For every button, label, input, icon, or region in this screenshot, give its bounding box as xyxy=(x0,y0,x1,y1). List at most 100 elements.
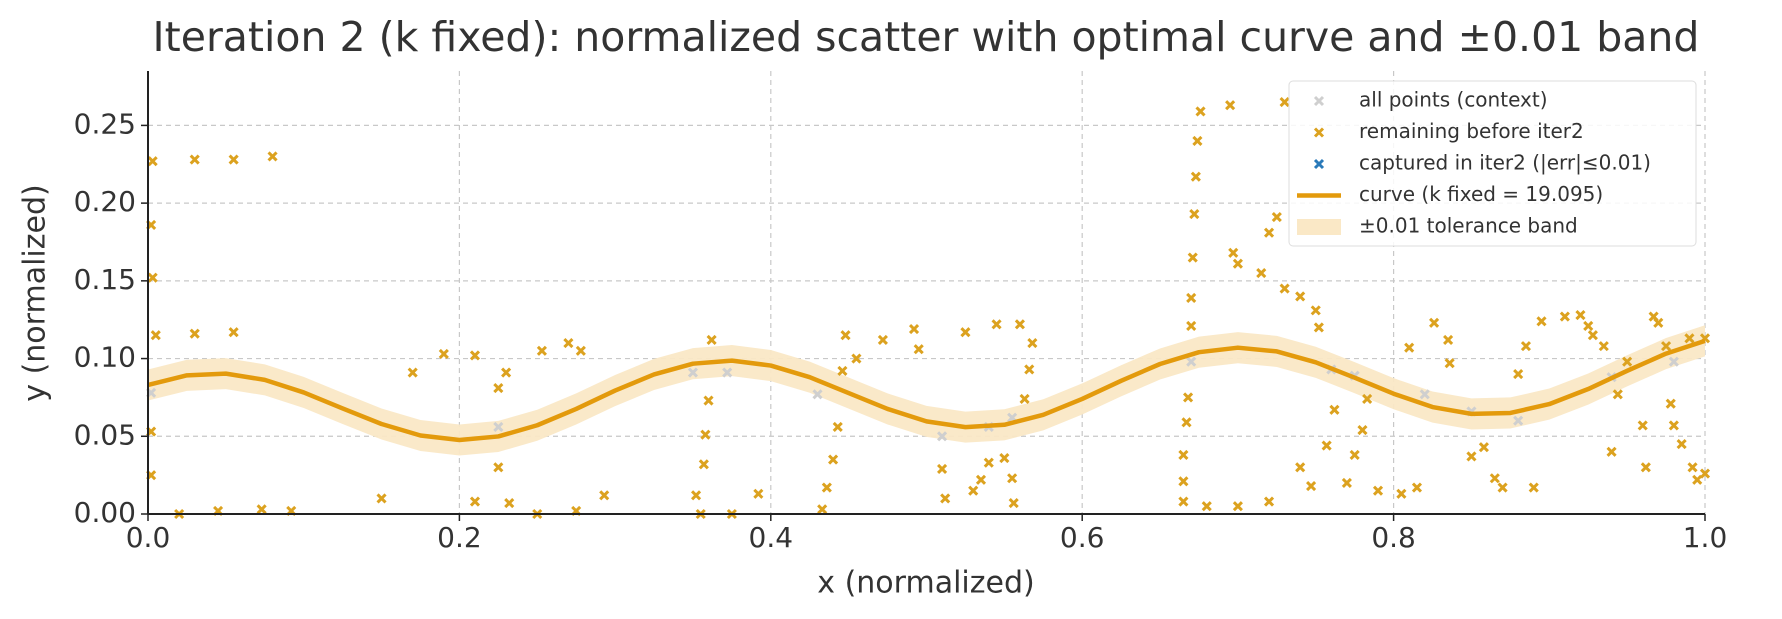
scatter-point xyxy=(821,482,832,493)
scatter-point xyxy=(937,463,948,474)
scatter-point xyxy=(1676,438,1687,450)
scatter-point xyxy=(228,154,239,165)
scatter-point xyxy=(837,365,848,377)
scatter-point xyxy=(698,459,709,470)
scatter-point xyxy=(1622,356,1633,367)
scatter-point xyxy=(150,330,161,341)
scatter-point xyxy=(937,431,948,442)
scatter-point xyxy=(960,327,971,338)
scatter-point xyxy=(599,490,610,501)
y-tick-label: 0.10 xyxy=(74,341,136,374)
scatter-point xyxy=(1661,341,1672,352)
scatter-point xyxy=(1181,417,1192,428)
scatter-point xyxy=(1321,440,1332,451)
scatter-point xyxy=(189,328,200,339)
scatter-point xyxy=(1478,442,1489,453)
scatter-point xyxy=(817,504,828,515)
scatter-point xyxy=(832,421,843,433)
scatter-point xyxy=(469,496,481,507)
scatter-point xyxy=(1232,501,1243,512)
scatter-point xyxy=(700,429,711,440)
x-tick-label: 0.4 xyxy=(749,521,794,554)
scatter-point xyxy=(256,504,267,515)
scatter-point xyxy=(1228,247,1239,258)
scatter-point xyxy=(563,337,574,349)
scatter-point xyxy=(407,367,418,378)
scatter-point xyxy=(1668,420,1679,431)
scatter-point xyxy=(1313,322,1324,333)
scatter-point xyxy=(1606,446,1617,457)
scatter-point xyxy=(1225,100,1236,111)
scatter-point xyxy=(1349,449,1360,460)
scatter-point xyxy=(493,383,504,394)
scatter-point xyxy=(1684,333,1695,344)
scatter-point xyxy=(493,462,504,473)
scatter-point xyxy=(1443,334,1454,345)
scatter-point xyxy=(1357,425,1368,436)
scatter-point xyxy=(376,493,387,504)
scatter-point xyxy=(493,421,504,433)
scatter-point xyxy=(1640,462,1651,473)
scatter-point xyxy=(1489,473,1500,484)
scatter-point xyxy=(1201,501,1212,512)
legend-label: captured in iter2 (|err|≤0.01) xyxy=(1359,151,1651,175)
scatter-point xyxy=(1404,342,1415,353)
scatter-point xyxy=(908,323,920,335)
scatter-point xyxy=(1699,468,1711,479)
scatter-point xyxy=(1520,341,1532,352)
scatter-point xyxy=(1444,358,1455,369)
scatter-point xyxy=(501,367,512,378)
scatter-point xyxy=(1497,482,1508,493)
scatter-point xyxy=(975,474,987,485)
scatter-point xyxy=(1271,212,1282,223)
scatter-point xyxy=(1559,311,1570,322)
scatter-point xyxy=(1007,473,1018,484)
scatter-point xyxy=(1419,389,1430,400)
scatter-point xyxy=(1362,393,1373,405)
scatter-point xyxy=(228,327,239,338)
scatter-point xyxy=(1189,208,1200,220)
legend-label: curve (k fixed = 19.095) xyxy=(1359,182,1603,206)
scatter-point xyxy=(1466,451,1477,462)
x-axis-label: x (normalized) xyxy=(817,566,1034,601)
scatter-point xyxy=(722,367,733,378)
scatter-point xyxy=(913,344,924,355)
scatter-point xyxy=(812,389,823,400)
y-tick-label: 0.05 xyxy=(74,418,136,451)
legend-box xyxy=(1288,80,1697,247)
scatter-point xyxy=(1513,369,1524,380)
scatter-point xyxy=(1295,462,1306,473)
scatter-point xyxy=(1329,404,1340,415)
scatter-point xyxy=(1024,364,1035,375)
scatter-point xyxy=(1256,268,1267,279)
scatter-point xyxy=(1612,389,1623,400)
scatter-point xyxy=(1195,106,1206,117)
scatter-point xyxy=(1014,319,1025,330)
scatter-point xyxy=(1187,252,1198,263)
scatter-point xyxy=(1668,356,1679,367)
scatter-point xyxy=(968,485,979,496)
scatter-point xyxy=(1306,480,1317,492)
scatter-point xyxy=(1186,320,1197,331)
scatter-point xyxy=(1178,476,1189,487)
y-tick-label: 0.25 xyxy=(74,107,136,140)
scatter-point xyxy=(504,498,515,509)
legend-swatch xyxy=(1297,219,1341,235)
y-tick-label: 0.15 xyxy=(74,263,136,296)
scatter-point xyxy=(267,151,278,162)
scatter-point xyxy=(1341,477,1352,488)
scatter-point xyxy=(1429,317,1440,328)
scatter-point xyxy=(1186,356,1197,367)
legend-label: ±0.01 tolerance band xyxy=(1359,214,1578,238)
legend: all points (context) remaining before ite… xyxy=(1288,80,1697,247)
scatter-point xyxy=(1528,482,1539,493)
scatter-point xyxy=(1263,496,1275,507)
scatter-point xyxy=(1575,309,1586,321)
scatter-point xyxy=(1692,474,1703,485)
scatter-point xyxy=(1653,317,1664,328)
scatter-point xyxy=(851,353,862,364)
x-tick-label: 0.6 xyxy=(1060,521,1105,554)
scatter-point xyxy=(983,457,994,468)
scatter-point xyxy=(1178,449,1189,460)
